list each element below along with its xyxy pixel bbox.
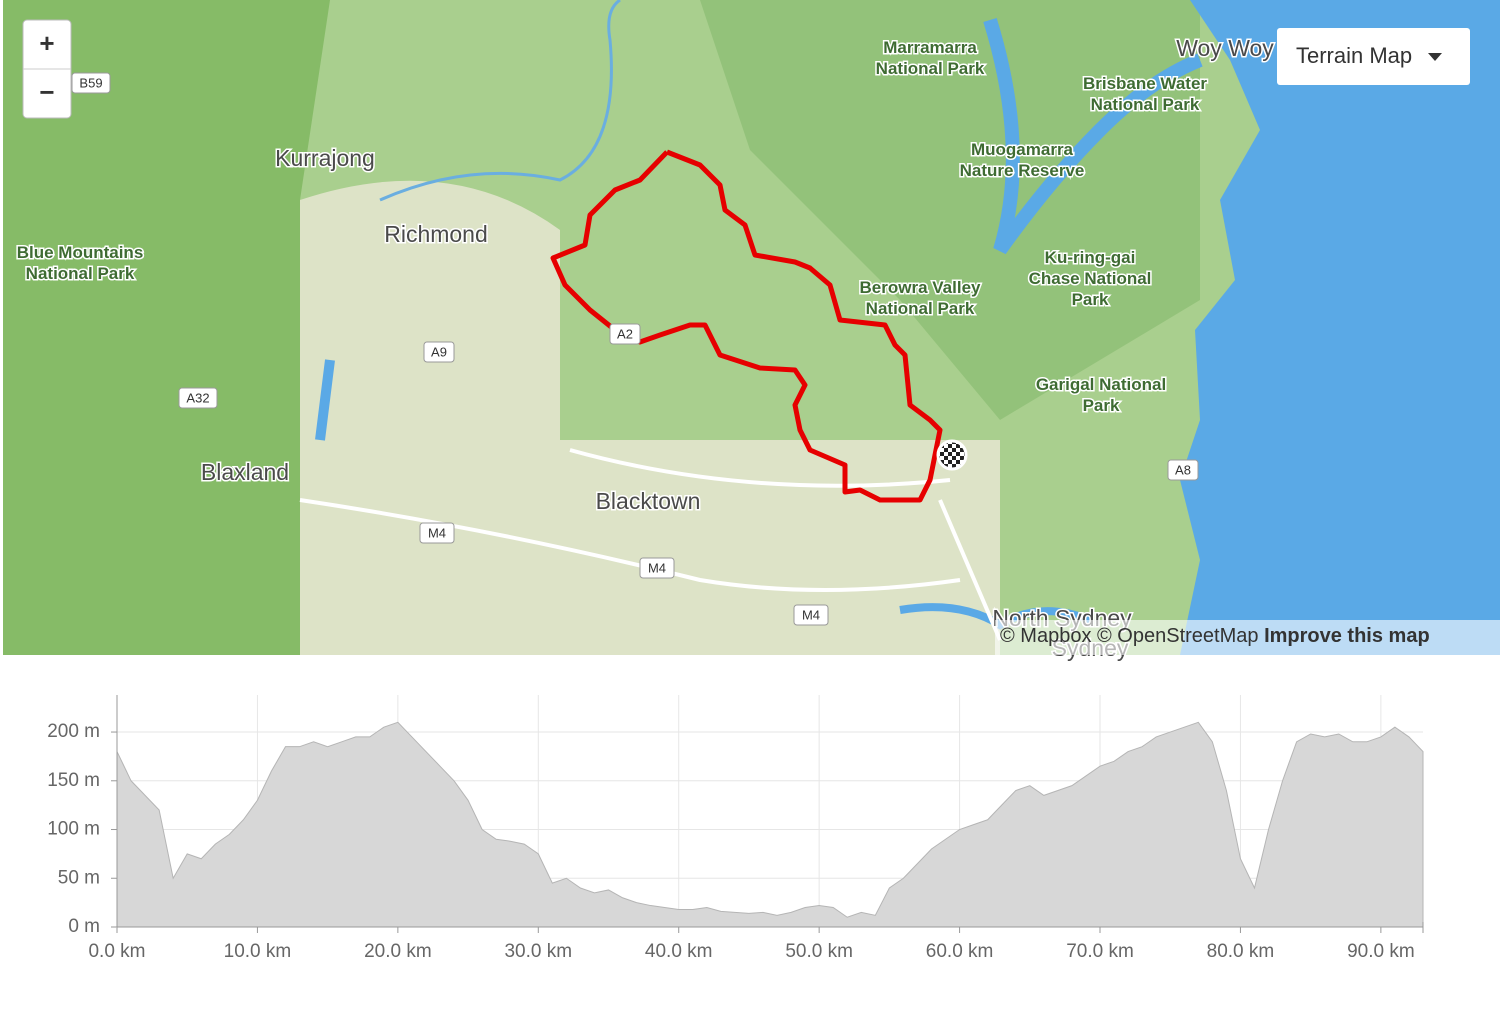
y-tick-label: 50 m (58, 867, 100, 888)
y-tick-label: 100 m (47, 819, 100, 840)
park-label: Muogamarra Nature Reserve (960, 140, 1085, 180)
road-label: M4 (428, 525, 446, 540)
road-shield: M4 (419, 522, 455, 544)
road-label: A8 (1175, 462, 1191, 477)
park-label-line: National Park (866, 299, 975, 318)
x-tick-label: 50.0 km (785, 941, 853, 962)
lake (315, 359, 335, 441)
y-tick-label: 200 m (47, 721, 100, 742)
road-label: A32 (186, 390, 209, 405)
road-label: A9 (431, 344, 447, 359)
x-tick-label: 70.0 km (1066, 941, 1134, 962)
park-label: Berowra Valley National Park (860, 278, 982, 318)
attribution-bg (995, 620, 1500, 655)
finish-marker (936, 439, 968, 471)
road-shield: A2 (609, 323, 641, 345)
road-label: A2 (617, 326, 633, 341)
elevation-area (116, 721, 1424, 928)
roads (299, 448, 1002, 641)
town-label: Woy Woy (1176, 35, 1274, 61)
x-tick-label: 30.0 km (504, 941, 572, 962)
map[interactable]: Marramarra National Park Brisbane Water Na… (3, 0, 1500, 663)
park-label-line: Garigal National (1036, 375, 1166, 394)
layer-button-label: Terrain Map (1296, 43, 1412, 68)
layer-control[interactable]: Terrain Map (1277, 28, 1470, 85)
zoom-in-button[interactable]: + (39, 28, 54, 58)
attribution: © Mapbox © OpenStreetMap Improve this ma… (1000, 625, 1430, 647)
road-label: B59 (79, 75, 102, 90)
sea (1180, 0, 1500, 655)
park-label: Blue Mountains National Park (17, 243, 144, 283)
road-shield: A9 (423, 341, 455, 363)
river (379, 0, 621, 202)
park-label-line: Marramarra (883, 38, 977, 57)
x-tick-label: 80.0 km (1207, 941, 1275, 962)
x-tick-label: 60.0 km (926, 941, 994, 962)
parks-area (700, 0, 1200, 420)
park-label: Brisbane Water National Park (1083, 74, 1207, 114)
dropdown-caret (1428, 53, 1442, 61)
x-tick-label: 90.0 km (1347, 941, 1415, 962)
park-label-line: National Park (1091, 95, 1200, 114)
hawkesbury-river (983, 17, 1203, 255)
park-label-line: Muogamarra (971, 140, 1074, 159)
park-label-line: Ku-ring-gai (1045, 248, 1136, 267)
road-label: M4 (802, 607, 820, 622)
y-tick-label: 0 m (68, 916, 100, 937)
x-tick-label: 20.0 km (364, 941, 432, 962)
park-label-line: Blue Mountains (17, 243, 144, 262)
road-shield: A32 (178, 387, 218, 409)
park-label-line: Chase National (1029, 269, 1152, 288)
park-label-line: Brisbane Water (1083, 74, 1207, 93)
layer-button[interactable] (1277, 28, 1470, 85)
zoom-out-button[interactable]: − (39, 77, 54, 107)
park-label-line: Berowra Valley (860, 278, 982, 297)
road-shield: B59 (71, 72, 111, 94)
town-label: Kurrajong (275, 145, 375, 171)
improve-map-link[interactable]: Improve this map (1264, 625, 1430, 647)
road-label: M4 (648, 560, 666, 575)
y-tick-label: 150 m (47, 770, 100, 791)
attribution-link[interactable]: © Mapbox (1000, 625, 1091, 647)
park-label-line: National Park (26, 264, 135, 283)
park-label: Marramarra National Park (876, 38, 985, 78)
town-label: Blaxland (201, 459, 289, 485)
park-label-line: Park (1072, 290, 1109, 309)
park-label: Ku-ring-gai Chase National Park (1029, 248, 1152, 309)
park-label-line: Park (1083, 396, 1120, 415)
town-label: Richmond (384, 221, 488, 247)
elevation-chart: 0 m 50 m 100 m 150 m 200 m 0.0 km 10.0 km 20.0 … (47, 695, 1424, 962)
x-tick-label: 0.0 km (88, 941, 145, 962)
town-label: Blacktown (596, 488, 701, 514)
park-label-line: National Park (876, 59, 985, 78)
park-label: Garigal National Park (1036, 375, 1166, 415)
x-tick-label: 40.0 km (645, 941, 713, 962)
x-tick-label: 10.0 km (224, 941, 292, 962)
mountains (3, 0, 330, 655)
road-shield: M4 (793, 604, 829, 626)
zoom-control: + − (22, 19, 72, 119)
urban (300, 180, 1000, 655)
road-shield: M4 (639, 557, 675, 579)
route (550, 149, 943, 503)
road-shield: A8 (1167, 459, 1199, 481)
attribution-link[interactable]: © OpenStreetMap (1097, 625, 1258, 647)
park-label-line: Nature Reserve (960, 161, 1085, 180)
